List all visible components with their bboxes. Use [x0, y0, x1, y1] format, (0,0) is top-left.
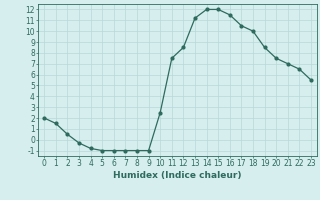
X-axis label: Humidex (Indice chaleur): Humidex (Indice chaleur)	[113, 171, 242, 180]
